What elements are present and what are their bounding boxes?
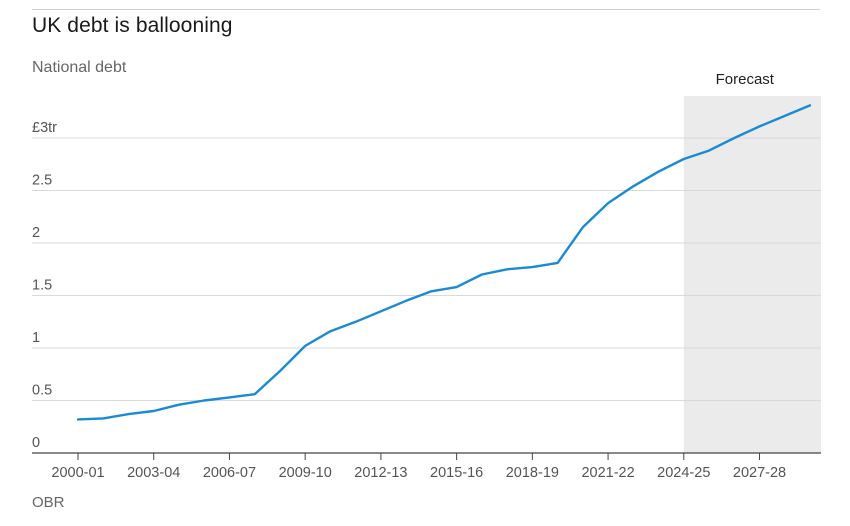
x-tick-label: 2024-25 (657, 465, 710, 481)
x-tick-label: 2015-16 (430, 465, 483, 481)
x-tick-label: 2003-04 (127, 465, 180, 481)
y-tick-label: 2 (32, 225, 40, 241)
debt-line (76, 104, 812, 421)
x-tick-label: 2012-13 (354, 465, 407, 481)
y-tick-label: 1 (32, 330, 40, 346)
x-tick-label: 2000-01 (51, 465, 104, 481)
y-tick-label: 2.5 (32, 173, 52, 189)
x-tick-label: 2006-07 (203, 465, 256, 481)
forecast-label: Forecast (716, 71, 775, 88)
top-rule (32, 9, 820, 10)
x-tick-label: 2027-28 (733, 465, 786, 481)
y-tick-label: 0 (32, 435, 40, 451)
x-tick-label: 2021-22 (581, 465, 634, 481)
x-tick-label: 2018-19 (506, 465, 559, 481)
y-tick-label: 0.5 (32, 383, 52, 399)
chart-source: OBR (32, 494, 65, 511)
forecast-band (683, 96, 821, 453)
chart-subtitle: National debt (32, 59, 127, 76)
chart-title: UK debt is ballooning (32, 14, 233, 37)
y-tick-label: £3tr (32, 120, 57, 136)
x-tick-label: 2009-10 (279, 465, 332, 481)
y-tick-label: 1.5 (32, 278, 52, 294)
